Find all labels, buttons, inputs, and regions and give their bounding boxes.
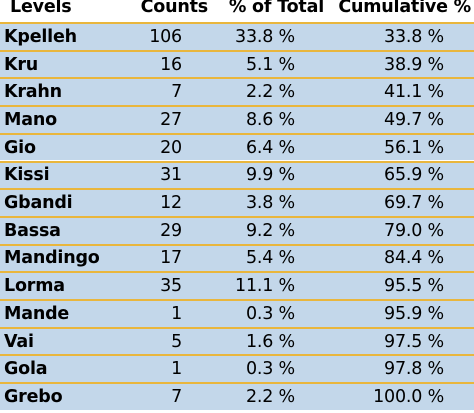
table-row: Gbandi 12 3.8 % 69.7 % bbox=[0, 190, 474, 216]
cell-pct-total: 0.3 % bbox=[245, 303, 295, 324]
table-row: Vai 5 1.6 % 97.5 % bbox=[0, 328, 474, 355]
row-separator bbox=[0, 49, 474, 52]
cell-cumulative: 84.4 % bbox=[384, 248, 444, 269]
header-counts: Counts bbox=[140, 0, 209, 17]
cell-pct-total: 9.9 % bbox=[245, 165, 295, 186]
cell-count: 7 bbox=[171, 82, 182, 103]
cell-level: Vai bbox=[4, 331, 34, 352]
cell-count: 35 bbox=[160, 276, 182, 297]
cell-count: 29 bbox=[160, 220, 182, 241]
cell-count: 1 bbox=[171, 303, 182, 324]
cell-pct-total: 5.1 % bbox=[245, 54, 295, 75]
row-separator bbox=[0, 77, 474, 80]
cell-count: 7 bbox=[171, 386, 182, 407]
cell-pct-total: 33.8 % bbox=[235, 26, 295, 47]
cell-pct-total: 5.4 % bbox=[245, 248, 295, 269]
cell-pct-total: 9.2 % bbox=[245, 220, 295, 241]
row-separator bbox=[0, 105, 474, 108]
row-separator bbox=[0, 243, 474, 246]
row-separator bbox=[0, 354, 474, 357]
cell-pct-total: 11.1 % bbox=[235, 276, 295, 297]
cell-pct-total: 0.3 % bbox=[245, 359, 295, 380]
cell-count: 1 bbox=[171, 359, 182, 380]
cell-level: Kpelleh bbox=[4, 26, 77, 47]
table-row: Grebo 7 2.2 % 100.0 % bbox=[0, 384, 474, 410]
cell-count: 16 bbox=[160, 54, 182, 75]
row-separator bbox=[0, 326, 474, 329]
cell-pct-total: 2.2 % bbox=[245, 386, 295, 407]
cell-count: 20 bbox=[160, 137, 182, 158]
cell-cumulative: 95.9 % bbox=[384, 303, 444, 324]
cell-level: Lorma bbox=[4, 276, 65, 297]
cell-cumulative: 49.7 % bbox=[384, 109, 444, 130]
row-separator bbox=[0, 132, 474, 135]
row-separator bbox=[0, 160, 474, 163]
table-row: Kpelleh 106 33.8 % 33.8 % bbox=[0, 24, 474, 50]
cell-level: Krahn bbox=[4, 82, 62, 103]
header-pct-total: % of Total bbox=[228, 0, 324, 17]
cell-count: 106 bbox=[149, 26, 182, 47]
table-row: Krahn 7 2.2 % 41.1 % bbox=[0, 79, 474, 106]
row-separator bbox=[0, 188, 474, 191]
cell-cumulative: 41.1 % bbox=[384, 82, 444, 103]
cell-pct-total: 1.6 % bbox=[245, 331, 295, 352]
table-row: Mande 1 0.3 % 95.9 % bbox=[0, 301, 474, 327]
cell-count: 31 bbox=[160, 165, 182, 186]
cell-cumulative: 97.5 % bbox=[384, 331, 444, 352]
cell-pct-total: 3.8 % bbox=[245, 193, 295, 214]
cell-level: Kissi bbox=[4, 165, 50, 186]
cell-cumulative: 79.0 % bbox=[384, 220, 444, 241]
cell-level: Kru bbox=[4, 54, 39, 75]
table-row: Mano 27 8.6 % 49.7 % bbox=[0, 107, 474, 133]
table-row: Lorma 35 11.1 % 95.5 % bbox=[0, 273, 474, 299]
table-row: Bassa 29 9.2 % 79.0 % bbox=[0, 217, 474, 244]
cell-level: Bassa bbox=[4, 220, 61, 241]
cell-count: 5 bbox=[171, 331, 182, 352]
cell-level: Mandingo bbox=[4, 248, 100, 269]
row-separator bbox=[0, 299, 474, 301]
cell-pct-total: 2.2 % bbox=[245, 82, 295, 103]
cell-level: Mano bbox=[4, 109, 57, 130]
cell-count: 17 bbox=[160, 248, 182, 269]
cell-level: Grebo bbox=[4, 386, 63, 407]
table-row: Gio 20 6.4 % 56.1 % bbox=[0, 134, 474, 161]
cell-count: 12 bbox=[160, 193, 182, 214]
cell-cumulative: 33.8 % bbox=[384, 26, 444, 47]
header-cumulative: Cumulative % bbox=[338, 0, 471, 17]
cell-cumulative: 97.8 % bbox=[384, 359, 444, 380]
table-header: Levels Counts % of Total Cumulative % bbox=[0, 0, 474, 21]
table-row: Mandingo 17 5.4 % 84.4 % bbox=[0, 245, 474, 272]
cell-cumulative: 56.1 % bbox=[384, 137, 444, 158]
table-row: Gola 1 0.3 % 97.8 % bbox=[0, 356, 474, 383]
cell-cumulative: 65.9 % bbox=[384, 165, 444, 186]
header-levels: Levels bbox=[10, 0, 72, 17]
cell-cumulative: 69.7 % bbox=[384, 193, 444, 214]
cell-count: 27 bbox=[160, 109, 182, 130]
row-separator bbox=[0, 382, 474, 385]
table-row: Kru 16 5.1 % 38.9 % bbox=[0, 51, 474, 78]
cell-level: Mande bbox=[4, 303, 70, 324]
cell-pct-total: 6.4 % bbox=[245, 137, 295, 158]
cell-cumulative: 95.5 % bbox=[384, 276, 444, 297]
cell-cumulative: 38.9 % bbox=[384, 54, 444, 75]
cell-pct-total: 8.6 % bbox=[245, 109, 295, 130]
cell-level: Gbandi bbox=[4, 193, 73, 214]
table-row: Kissi 31 9.9 % 65.9 % bbox=[0, 162, 474, 189]
cell-level: Gio bbox=[4, 137, 36, 158]
row-separator bbox=[0, 215, 474, 218]
row-separator bbox=[0, 271, 474, 274]
row-separator bbox=[0, 22, 474, 24]
cell-cumulative: 100.0 % bbox=[373, 386, 444, 407]
cell-level: Gola bbox=[4, 359, 48, 380]
